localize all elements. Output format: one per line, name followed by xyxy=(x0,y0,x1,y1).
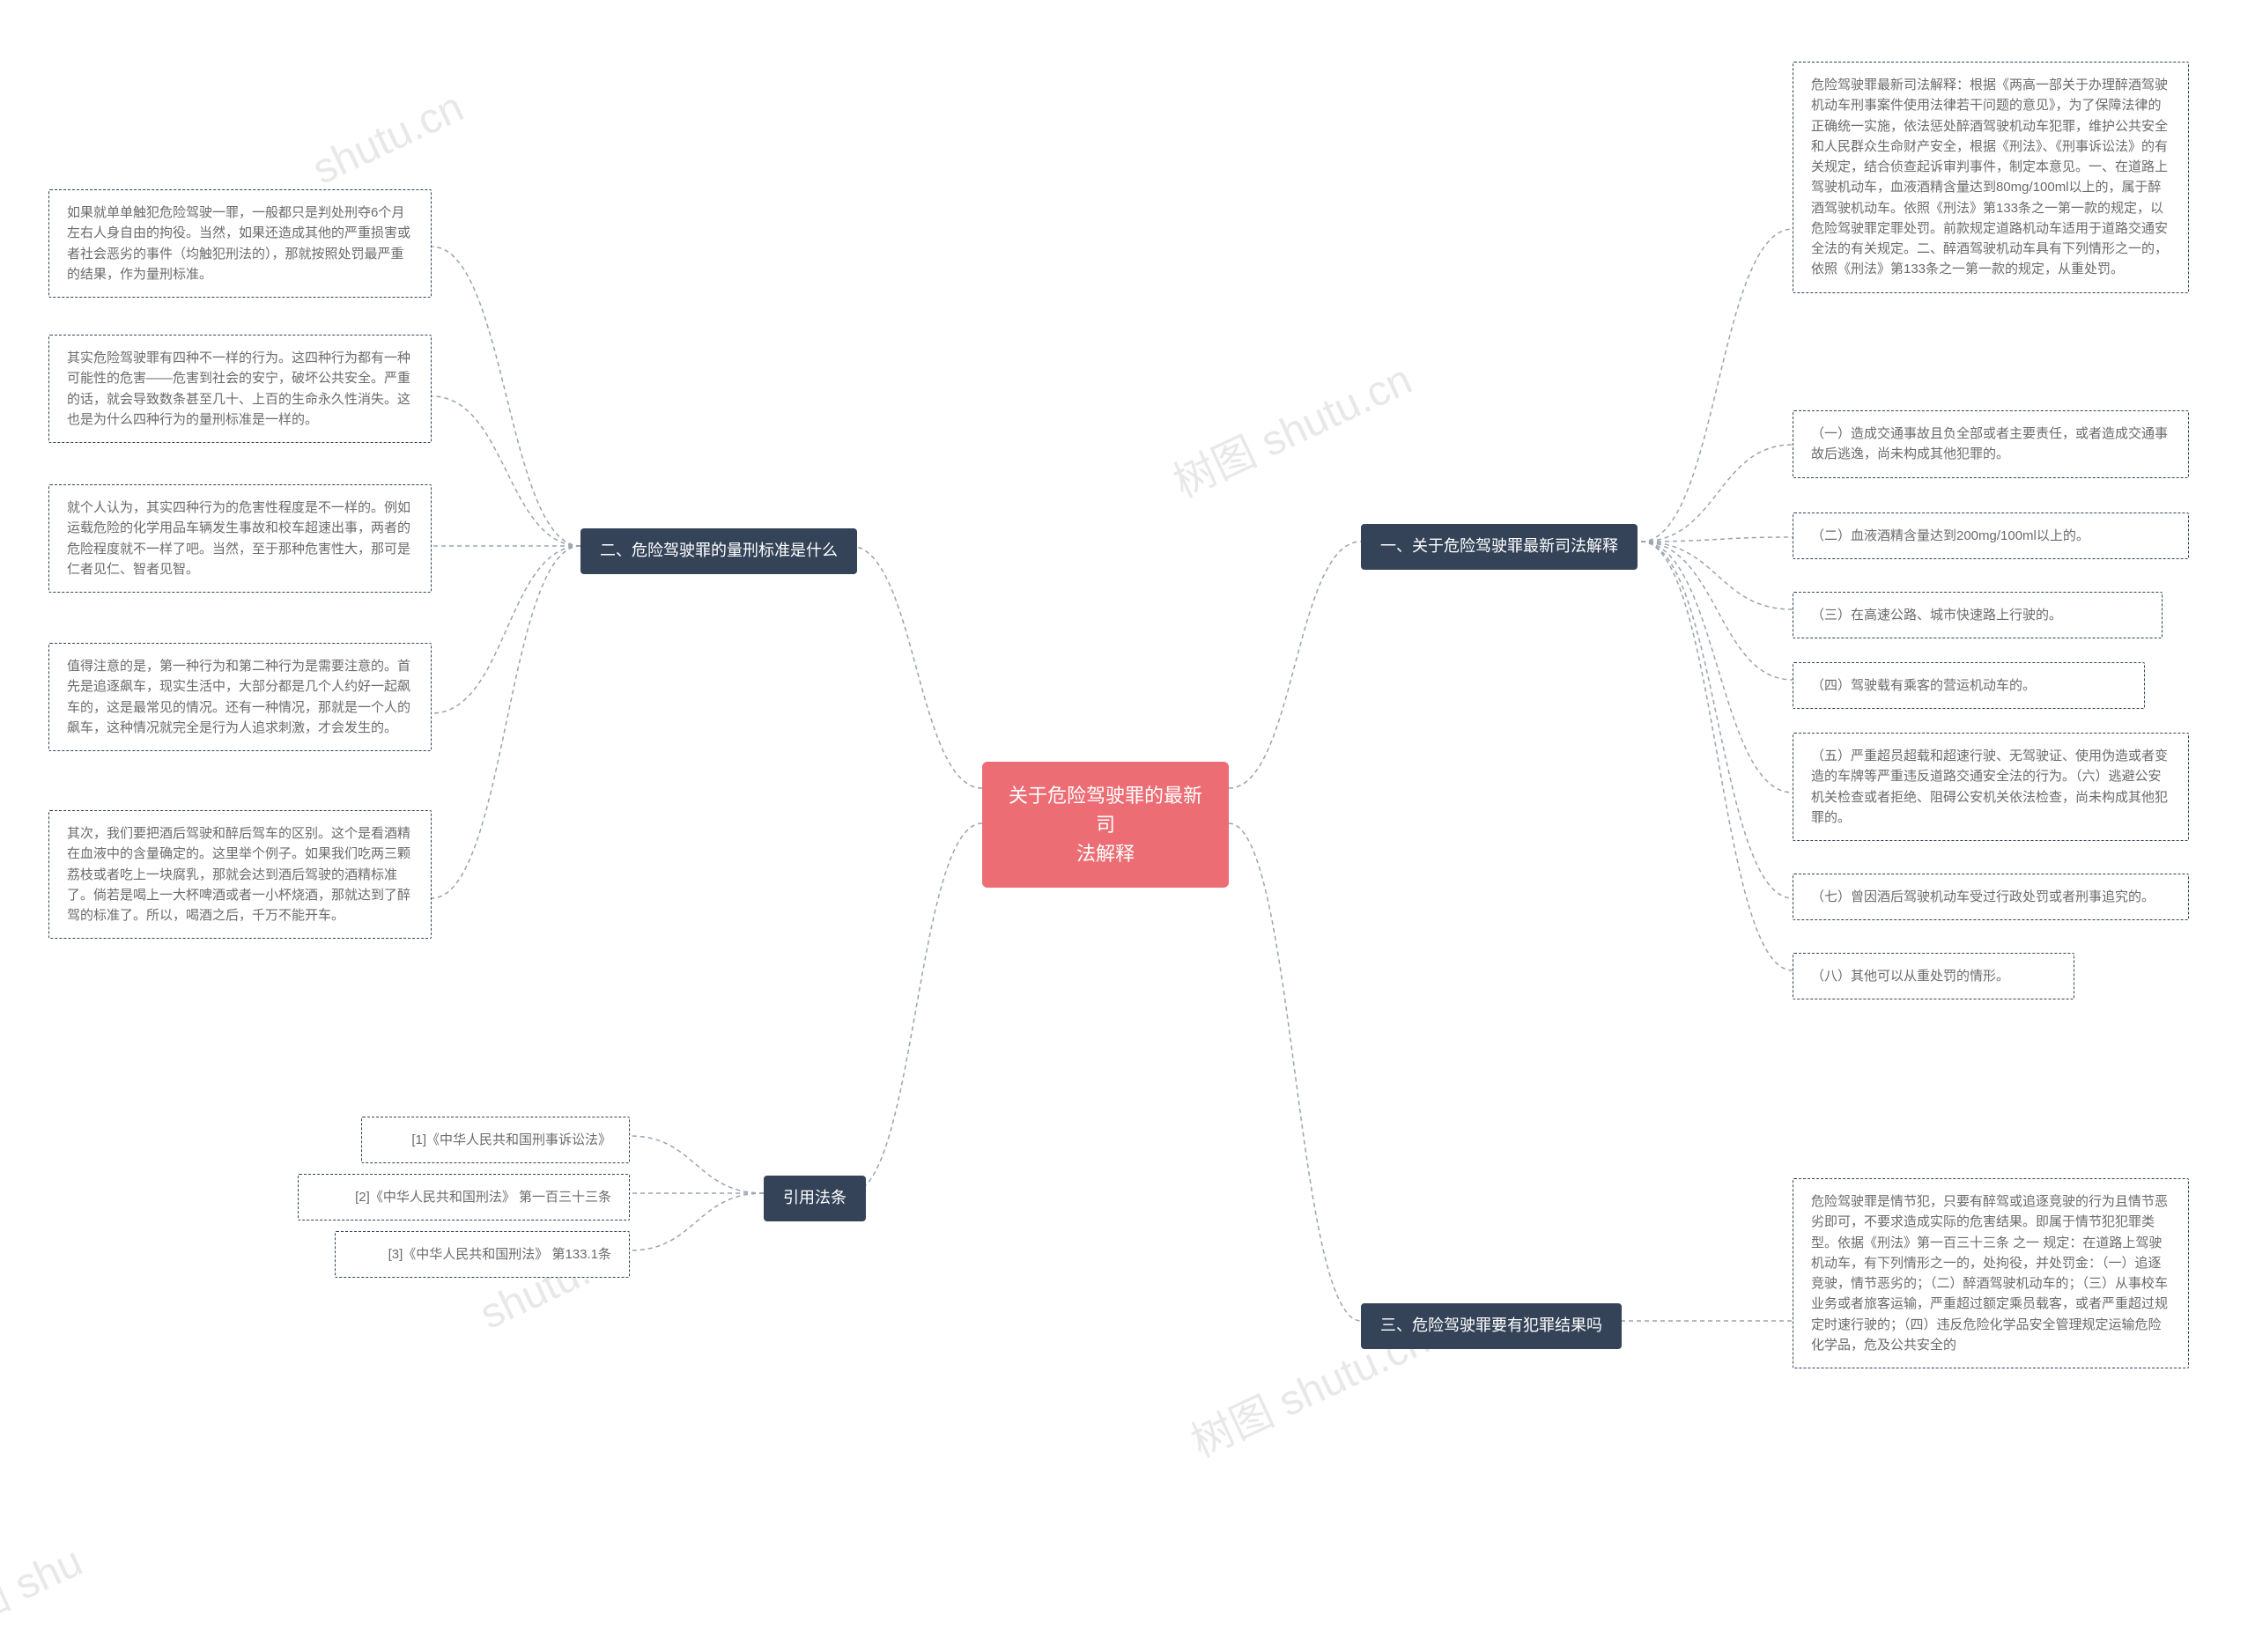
center-line1: 关于危险驾驶罪的最新司 xyxy=(1007,781,1204,839)
leaf-1-7[interactable]: （七）曾因酒后驾驶机动车受过行政处罚或者刑事追究的。 xyxy=(1793,874,2189,920)
leaf-1-2[interactable]: （一）造成交通事故且负全部或者主要责任，或者造成交通事故后逃逸，尚未构成其他犯罪… xyxy=(1793,410,2189,478)
watermark: shutu.cn xyxy=(306,83,471,195)
leaf-4-3[interactable]: [3]《中华人民共和国刑法》 第133.1条 xyxy=(335,1231,630,1278)
watermark: 树图 shutu.cn xyxy=(1162,345,1420,509)
leaf-1-3[interactable]: （二）血液酒精含量达到200mg/100ml以上的。 xyxy=(1793,513,2189,559)
leaf-2-3[interactable]: 就个人认为，其实四种行为的危害性程度是不一样的。例如运载危险的化学用品车辆发生事… xyxy=(48,484,432,593)
leaf-1-6[interactable]: （五）严重超员超载和超速行驶、无驾驶证、使用伪造或者变造的车牌等严重违反道路交通… xyxy=(1793,733,2189,841)
leaf-4-2[interactable]: [2]《中华人民共和国刑法》 第一百三十三条 xyxy=(298,1174,630,1221)
branch-3[interactable]: 三、危险驾驶罪要有犯罪结果吗 xyxy=(1361,1303,1622,1349)
watermark: 树图 shu xyxy=(0,1527,91,1652)
leaf-2-2[interactable]: 其实危险驾驶罪有四种不一样的行为。这四种行为都有一种可能性的危害——危害到社会的… xyxy=(48,335,432,443)
leaf-1-1[interactable]: 危险驾驶罪最新司法解释：根据《两高一部关于办理醉酒驾驶机动车刑事案件使用法律若干… xyxy=(1793,62,2189,293)
leaf-1-4[interactable]: （三）在高速公路、城市快速路上行驶的。 xyxy=(1793,592,2163,638)
leaf-2-5[interactable]: 其次，我们要把酒后驾驶和醉后驾车的区别。这个是看酒精在血液中的含量确定的。这里举… xyxy=(48,810,432,939)
leaf-1-8[interactable]: （八）其他可以从重处罚的情形。 xyxy=(1793,953,2074,999)
center-node[interactable]: 关于危险驾驶罪的最新司 法解释 xyxy=(982,762,1229,888)
leaf-2-4[interactable]: 值得注意的是，第一种行为和第二种行为是需要注意的。首先是追逐飙车，现实生活中，大… xyxy=(48,643,432,751)
branch-1[interactable]: 一、关于危险驾驶罪最新司法解释 xyxy=(1361,524,1638,570)
leaf-3-1[interactable]: 危险驾驶罪是情节犯，只要有醉驾或追逐竞驶的行为且情节恶劣即可，不要求造成实际的危… xyxy=(1793,1178,2189,1368)
branch-2[interactable]: 二、危险驾驶罪的量刑标准是什么 xyxy=(580,528,857,574)
branch-4[interactable]: 引用法条 xyxy=(764,1176,866,1221)
leaf-4-1[interactable]: [1]《中华人民共和国刑事诉讼法》 xyxy=(361,1117,630,1163)
leaf-2-1[interactable]: 如果就单单触犯危险驾驶一罪，一般都只是判处刑夺6个月左右人身自由的拘役。当然，如… xyxy=(48,189,432,298)
center-line2: 法解释 xyxy=(1007,839,1204,868)
leaf-1-5[interactable]: （四）驾驶载有乘客的营运机动车的。 xyxy=(1793,662,2145,709)
